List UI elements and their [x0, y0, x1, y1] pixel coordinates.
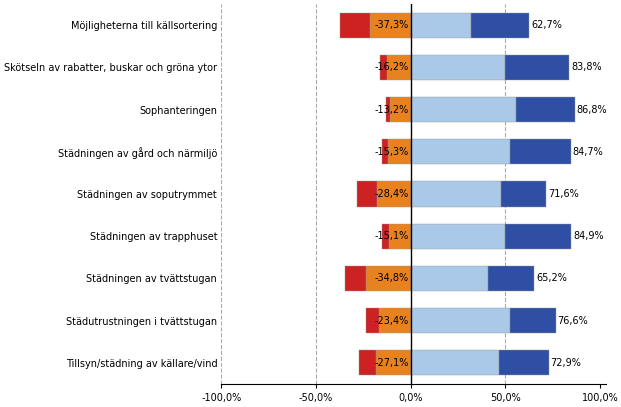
Text: -37,3%: -37,3% — [374, 20, 409, 30]
Bar — [376, 350, 410, 375]
Text: -27,1%: -27,1% — [374, 358, 409, 368]
Bar — [410, 182, 501, 207]
Bar — [388, 139, 410, 164]
Bar — [488, 266, 534, 291]
Bar — [391, 97, 410, 122]
Bar — [382, 139, 388, 164]
Bar — [410, 139, 510, 164]
Bar — [510, 139, 571, 164]
Text: -34,8%: -34,8% — [374, 274, 409, 283]
Text: 72,9%: 72,9% — [550, 358, 581, 368]
Text: 84,9%: 84,9% — [573, 231, 604, 241]
Text: -28,4%: -28,4% — [374, 189, 409, 199]
Bar — [505, 223, 571, 249]
Bar — [510, 308, 556, 333]
Text: 71,6%: 71,6% — [548, 189, 579, 199]
Bar — [360, 350, 376, 375]
Bar — [410, 266, 488, 291]
Text: -13,2%: -13,2% — [374, 105, 409, 115]
Text: 76,6%: 76,6% — [558, 315, 588, 326]
Text: 86,8%: 86,8% — [577, 105, 607, 115]
Text: -16,2%: -16,2% — [374, 62, 409, 72]
Bar — [410, 223, 505, 249]
Bar — [380, 55, 387, 80]
Bar — [410, 13, 471, 38]
Bar — [389, 223, 410, 249]
Bar — [499, 350, 548, 375]
Bar — [366, 266, 410, 291]
Bar — [505, 55, 569, 80]
Bar — [366, 308, 379, 333]
Bar — [515, 97, 575, 122]
Bar — [410, 308, 510, 333]
Bar — [357, 182, 377, 207]
Text: 83,8%: 83,8% — [571, 62, 602, 72]
Bar — [370, 13, 410, 38]
Bar — [410, 97, 515, 122]
Bar — [340, 13, 370, 38]
Bar — [410, 350, 499, 375]
Text: 62,7%: 62,7% — [531, 20, 562, 30]
Bar — [501, 182, 546, 207]
Text: -23,4%: -23,4% — [374, 315, 409, 326]
Bar — [386, 97, 391, 122]
Bar — [382, 223, 389, 249]
Bar — [345, 266, 366, 291]
Bar — [410, 55, 505, 80]
Bar — [387, 55, 410, 80]
Bar — [379, 308, 410, 333]
Bar — [377, 182, 410, 207]
Text: 65,2%: 65,2% — [536, 274, 567, 283]
Bar — [471, 13, 529, 38]
Text: -15,3%: -15,3% — [374, 147, 409, 157]
Text: 84,7%: 84,7% — [573, 147, 604, 157]
Text: -15,1%: -15,1% — [374, 231, 409, 241]
